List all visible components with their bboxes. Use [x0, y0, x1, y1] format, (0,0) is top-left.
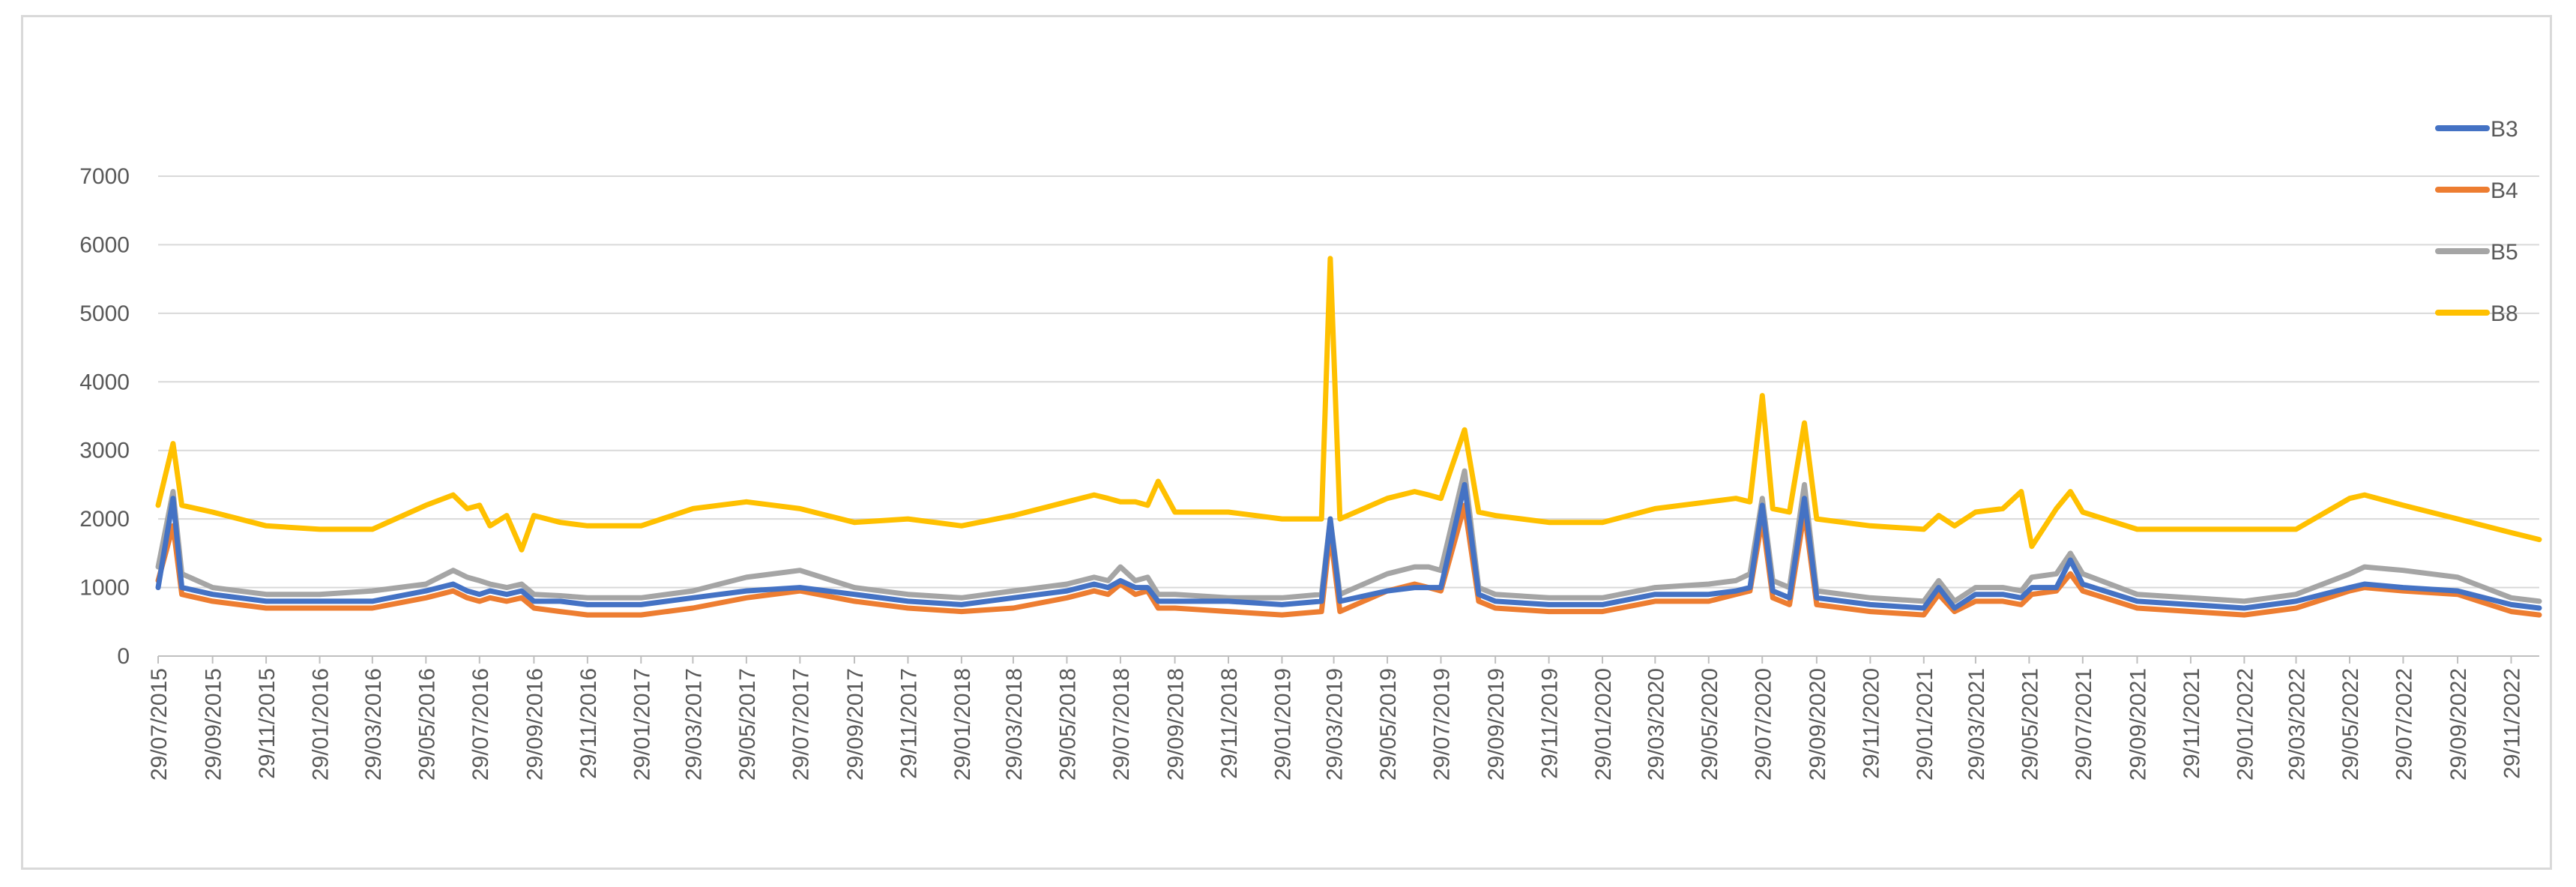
y-tick-label: 6000: [79, 232, 130, 257]
x-tick-label: 29/05/2017: [735, 668, 760, 781]
x-tick-label: 29/11/2022: [2500, 668, 2525, 779]
x-tick-label: 29/01/2022: [2233, 668, 2257, 781]
y-tick-label: 7000: [79, 164, 130, 189]
x-tick-label: 29/03/2017: [681, 668, 706, 781]
y-tick-label: 0: [117, 644, 130, 669]
x-tick-label: 29/05/2020: [1698, 668, 1722, 781]
x-tick-label: 29/03/2022: [2285, 668, 2310, 781]
x-tick-label: 29/01/2017: [630, 668, 654, 781]
x-tick-label: 29/11/2019: [1538, 668, 1563, 779]
x-tick-label: 29/01/2018: [950, 668, 975, 781]
y-tick-label: 5000: [79, 301, 130, 326]
x-tick-label: 29/07/2020: [1751, 668, 1776, 781]
x-tick-label: 29/05/2021: [2018, 668, 2042, 781]
x-tick-label: 29/01/2021: [1913, 668, 1937, 781]
legend-label-b3: B3: [2491, 117, 2518, 142]
x-tick-label: 29/09/2017: [843, 668, 868, 781]
x-tick-label: 29/11/2016: [576, 668, 601, 779]
x-tick-label: 29/11/2021: [2180, 668, 2204, 779]
x-tick-label: 29/07/2021: [2072, 668, 2096, 781]
legend-label-b5: B5: [2491, 240, 2518, 265]
series-line-b3: [155, 481, 2542, 611]
x-tick-label: 29/09/2021: [2126, 668, 2150, 781]
x-tick-label: 29/11/2020: [1859, 668, 1883, 779]
x-tick-label: 29/01/2016: [309, 668, 334, 781]
y-axis-ticks: 0 1000 2000 3000 4000 5000 6000 7000: [79, 164, 130, 669]
y-tick-label: 3000: [79, 439, 130, 463]
x-tick-label: 29/09/2018: [1164, 668, 1189, 781]
x-tick-label: 29/01/2020: [1591, 668, 1616, 781]
chart-frame: 0 1000 2000 3000 4000 5000 6000 7000 29/07/2015…: [21, 15, 2552, 870]
x-tick-label: 29/03/2016: [361, 668, 386, 781]
x-tick-label: 29/09/2019: [1484, 668, 1509, 781]
series-line-b5: [155, 468, 2542, 604]
x-tick-label: 29/07/2017: [788, 668, 813, 781]
x-tick-label: 29/01/2019: [1270, 668, 1295, 781]
x-axis-ticks: 29/07/2015 29/09/2015 29/11/2015 29/01/2016…: [147, 656, 2525, 781]
x-tick-label: 29/11/2017: [896, 668, 921, 779]
x-tick-label: 29/09/2016: [522, 668, 547, 781]
x-tick-label: 29/11/2015: [255, 668, 280, 779]
x-tick-label: 29/03/2019: [1323, 668, 1348, 781]
x-tick-label: 29/11/2018: [1217, 668, 1242, 779]
y-tick-label: 2000: [79, 507, 130, 532]
x-tick-label: 29/05/2016: [414, 668, 439, 781]
legend-label-b4: B4: [2491, 178, 2518, 203]
x-tick-label: 29/03/2020: [1644, 668, 1668, 781]
x-tick-label: 29/07/2018: [1109, 668, 1134, 781]
legend-label-b8: B8: [2491, 301, 2518, 326]
x-tick-label: 29/07/2016: [468, 668, 493, 781]
x-tick-label: 29/09/2020: [1806, 668, 1830, 781]
x-tick-label: 29/05/2018: [1055, 668, 1080, 781]
x-tick-label: 29/05/2019: [1376, 668, 1401, 781]
series-line-b8: [155, 256, 2542, 553]
line-chart: 0 1000 2000 3000 4000 5000 6000 7000 29/07/2015…: [79, 117, 2542, 781]
x-tick-label: 29/09/2022: [2446, 668, 2471, 781]
x-tick-label: 29/05/2022: [2338, 668, 2363, 781]
y-tick-label: 1000: [79, 576, 130, 601]
series-lines: [155, 256, 2542, 618]
x-tick-label: 29/03/2021: [1964, 668, 1989, 781]
x-tick-label: 29/07/2019: [1430, 668, 1455, 781]
legend: B3 B4 B5 B8: [2435, 117, 2518, 326]
x-tick-label: 29/07/2015: [147, 668, 172, 781]
y-tick-label: 4000: [79, 370, 130, 394]
x-tick-label: 29/03/2018: [1002, 668, 1027, 781]
x-tick-label: 29/09/2015: [202, 668, 226, 781]
x-tick-label: 29/07/2022: [2392, 668, 2416, 781]
